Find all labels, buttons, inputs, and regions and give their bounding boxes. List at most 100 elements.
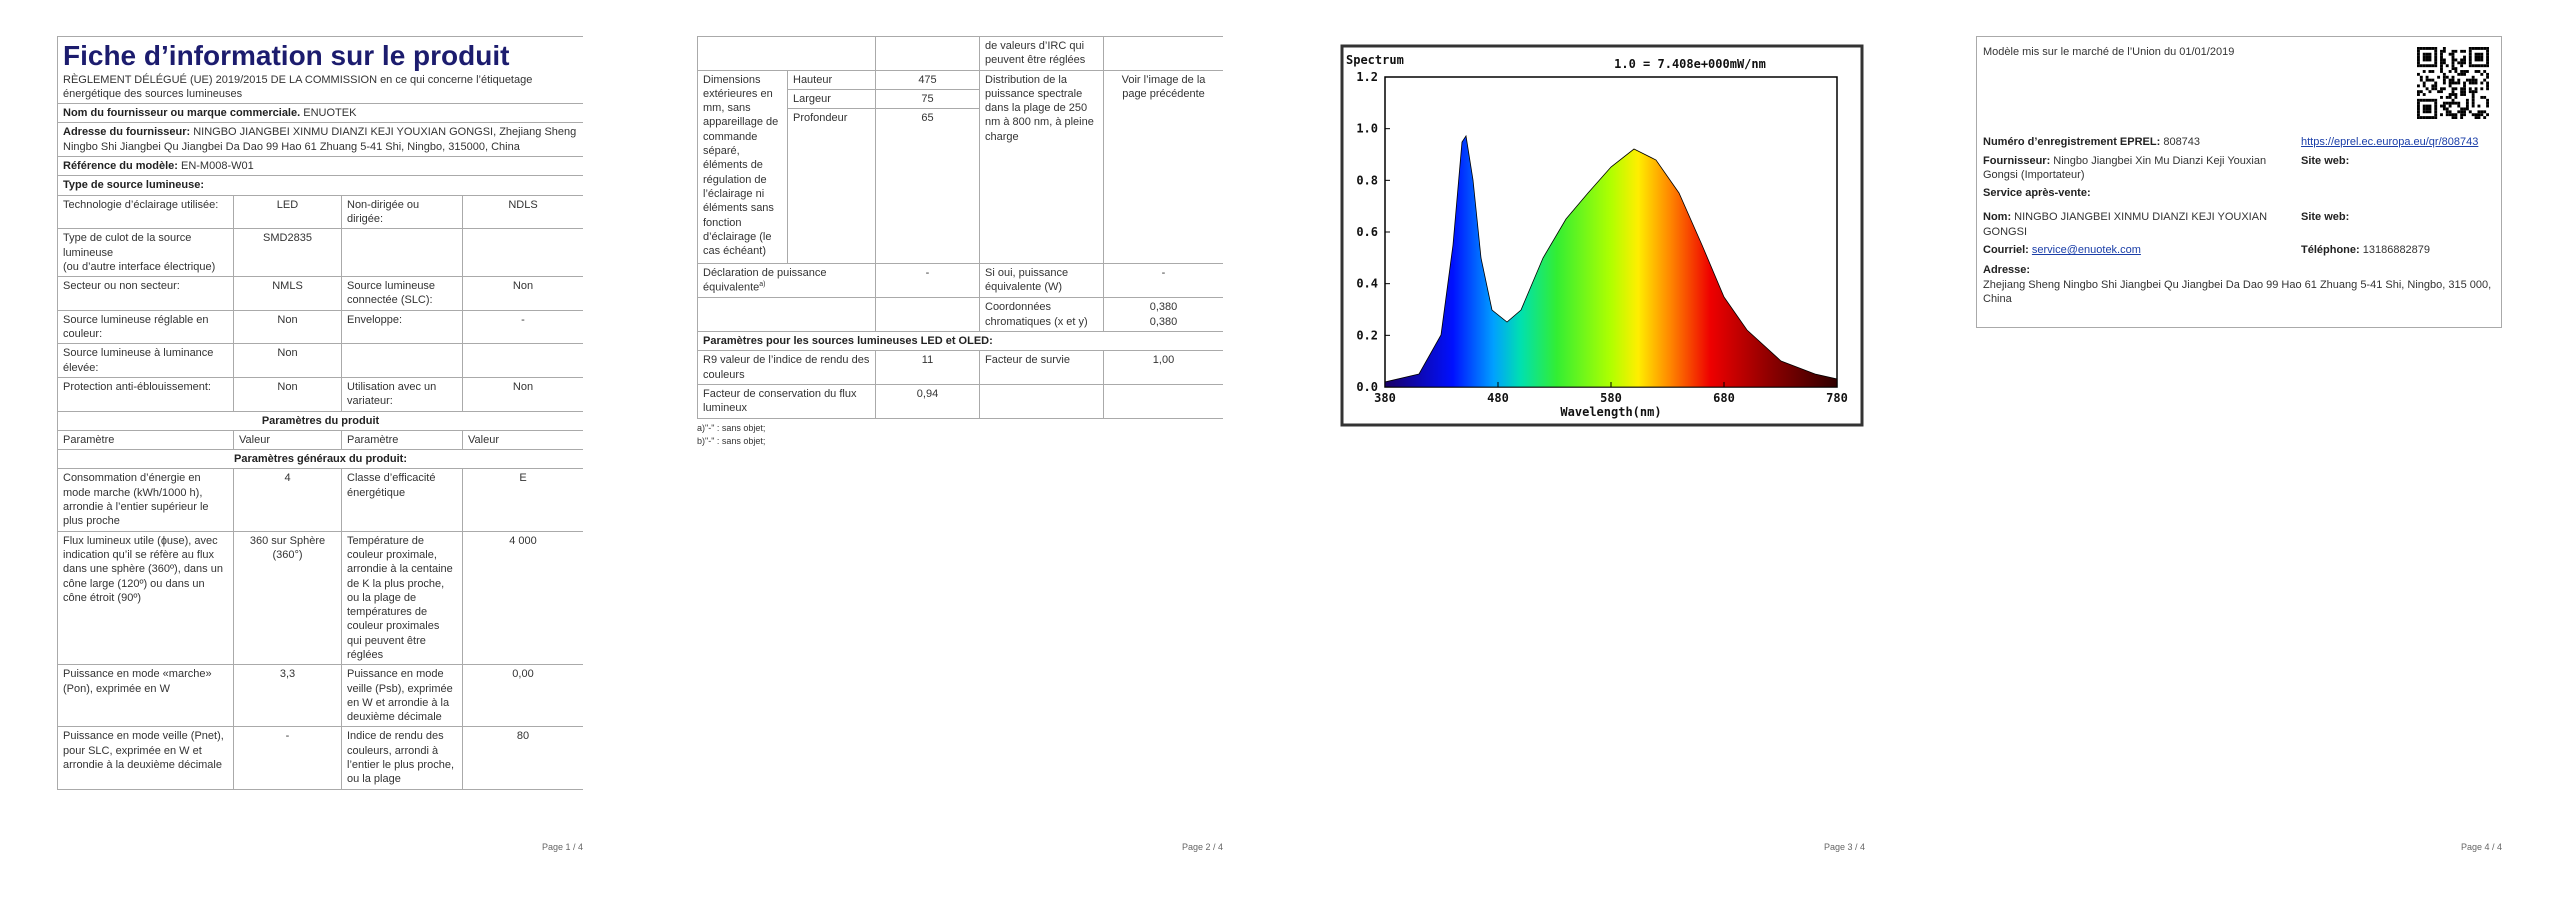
qr-code <box>2417 47 2489 119</box>
qr-module <box>2480 64 2484 68</box>
qr-module <box>2486 104 2489 108</box>
text: Site web: <box>2301 154 2350 167</box>
qr-module <box>2440 113 2443 117</box>
qr-module <box>2422 58 2426 62</box>
qr-module <box>2457 101 2461 105</box>
table-cell: Fiche d’information sur le produit RÈGLEM… <box>57 36 583 105</box>
qr-module <box>2417 84 2420 88</box>
text: Dimensions extérieures en mm, sans appar… <box>697 69 788 265</box>
qr-module <box>2474 47 2478 50</box>
qr-module <box>2431 84 2435 88</box>
qr-module <box>2486 84 2489 88</box>
table-row: Paramètres généraux du produit: <box>57 449 583 470</box>
qr-module <box>2434 55 2438 59</box>
qr-module <box>2471 95 2475 99</box>
qr-module <box>2483 47 2487 50</box>
qr-module <box>2428 58 2432 62</box>
qr-module <box>2417 72 2420 76</box>
qr-module <box>2451 64 2455 68</box>
qr-module <box>2463 70 2466 73</box>
footnote: b)"-" : sans objet; <box>697 436 766 447</box>
qr-module <box>2477 55 2481 59</box>
qr-module <box>2440 55 2443 59</box>
x-tick-label: 580 <box>1600 391 1622 405</box>
page-2: de valeurs d’IRC qui peuvent être réglée… <box>697 36 1223 836</box>
table-row: de valeurs d’IRC qui peuvent être réglée… <box>697 36 1223 71</box>
qr-module <box>2460 113 2464 117</box>
qr-module <box>2442 104 2446 108</box>
text: Adresse du fournisseur: <box>63 126 191 139</box>
qr-module <box>2419 64 2423 68</box>
element: Service après-vente: <box>1983 186 2301 200</box>
qr-module <box>2477 58 2481 62</box>
qr-module <box>2486 47 2489 50</box>
qr-module <box>2463 72 2466 76</box>
qr-module <box>2417 104 2420 108</box>
qr-module <box>2425 98 2429 102</box>
qr-module <box>2486 81 2489 85</box>
qr-module <box>2468 64 2472 68</box>
qr-module <box>2457 78 2461 82</box>
text: Service après-vente: <box>1983 187 2091 200</box>
text: NINGBO JIANGBEI XINMU DIANZI KEJI YOUXIA… <box>63 126 577 153</box>
qr-module <box>2463 93 2466 96</box>
element: Spectrum 1.0 = 7.408e+000mW/nm Wavelengt… <box>1346 53 1848 419</box>
qr-module <box>2434 87 2438 91</box>
qr-module <box>2417 116 2420 119</box>
qr-module <box>2474 87 2478 91</box>
qr-module <box>2468 90 2472 94</box>
text: Zhejiang Sheng Ningbo Shi Jiangbei Qu Ji… <box>1983 278 2492 305</box>
text: Puissance en mode veille (Psb), exprimée… <box>341 664 463 728</box>
qr-module <box>2486 58 2489 62</box>
text: Consommation d’énergie en mode marche (k… <box>57 468 234 532</box>
qr-module <box>2468 78 2472 82</box>
text: Type de culot de la source lumineuse (ou… <box>57 228 234 278</box>
text: 4 <box>233 468 342 532</box>
page-number: Page 1 / 4 <box>541 842 583 852</box>
qr-module <box>2451 67 2455 71</box>
qr-module <box>2477 110 2481 114</box>
qr-module <box>2440 95 2443 99</box>
qr-module <box>2454 116 2458 119</box>
text: 360 sur Sphère (360°) <box>233 530 342 666</box>
text: Source lumineuse à luminance élevée: <box>57 343 234 378</box>
eprel-link[interactable]: https://eprel.ec.europa.eu/qr/808743 <box>2301 136 2479 149</box>
text: - <box>462 309 583 345</box>
qr-module <box>2474 52 2478 56</box>
y-tick-label: 1.0 <box>1356 122 1378 136</box>
element: Nom: NINGBO JIANGBEI XINMU DIANZI KEJI Y… <box>1983 210 2495 239</box>
text: Classe d’efficacité énergétique <box>341 468 463 532</box>
qr-module <box>2434 47 2438 50</box>
qr-module <box>2422 116 2426 119</box>
qr-module <box>2448 110 2452 114</box>
qr-module <box>2457 61 2461 65</box>
email-link[interactable]: service@enuotek.com <box>2031 244 2141 257</box>
qr-module <box>2474 58 2478 62</box>
qr-module <box>2460 58 2464 62</box>
qr-module <box>2463 113 2466 117</box>
qr-module <box>2442 58 2446 62</box>
qr-module <box>2480 113 2484 117</box>
qr-module <box>2417 61 2420 65</box>
qr-module <box>2483 70 2487 73</box>
qr-module <box>2460 61 2464 65</box>
text: Flux lumineux utile (ɸuse), avec indicat… <box>57 530 234 666</box>
text: R9 valeur de l’indice de rendu des coule… <box>697 350 876 385</box>
text: 0,380 <box>1149 301 1178 314</box>
table-row: Paramètres pour les sources lumineuses L… <box>697 331 1223 352</box>
text: Modèle mis sur le marché de l’Union du 0… <box>1983 46 2235 58</box>
text: 65 <box>875 108 980 265</box>
qr-module <box>2417 58 2420 62</box>
qr-module <box>2428 90 2432 94</box>
qr-module <box>2445 113 2449 117</box>
table-row: Facteur de conservation du flux lumineux… <box>697 383 1223 419</box>
qr-module <box>2460 87 2464 91</box>
text: Non <box>462 276 583 311</box>
table-row: Secteur ou non secteur: NMLS Source lumine… <box>57 276 583 311</box>
qr-module <box>2448 52 2452 56</box>
qr-module <box>2417 101 2420 105</box>
qr-module <box>2442 49 2446 53</box>
qr-module <box>2425 107 2429 111</box>
qr-module <box>2442 61 2446 65</box>
